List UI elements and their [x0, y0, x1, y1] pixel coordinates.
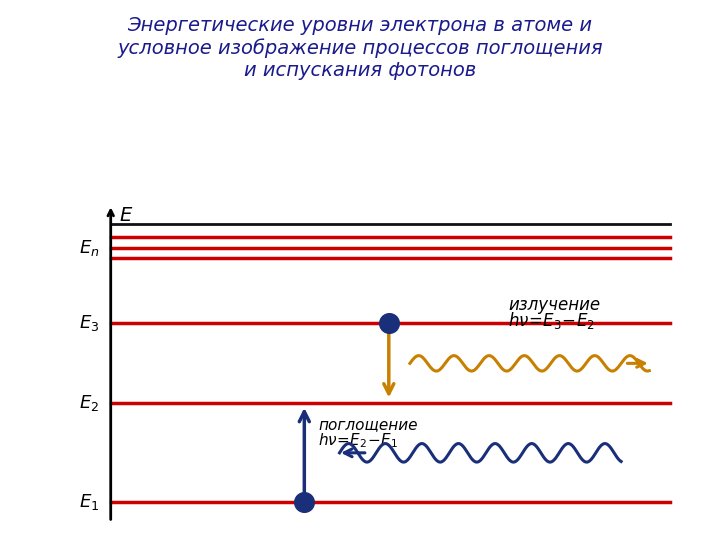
Text: $E$: $E$ — [120, 206, 133, 225]
Text: $E_3$: $E_3$ — [79, 313, 99, 333]
Text: Энергетические уровни электрона в атоме и
условное изображение процессов поглоще: Энергетические уровни электрона в атоме … — [117, 16, 603, 80]
Text: $E_1$: $E_1$ — [79, 492, 99, 512]
Text: $h\nu\!=\!E_2\!-\!E_1$: $h\nu\!=\!E_2\!-\!E_1$ — [318, 431, 398, 450]
Text: $h\nu\!=\!E_3\!-\!E_2$: $h\nu\!=\!E_3\!-\!E_2$ — [508, 309, 595, 330]
Point — [299, 498, 310, 507]
Text: излучение: излучение — [508, 296, 600, 314]
Point — [383, 319, 395, 328]
Text: $E_n$: $E_n$ — [79, 238, 99, 258]
Text: поглощение: поглощение — [318, 417, 418, 433]
Text: $E_2$: $E_2$ — [79, 394, 99, 414]
